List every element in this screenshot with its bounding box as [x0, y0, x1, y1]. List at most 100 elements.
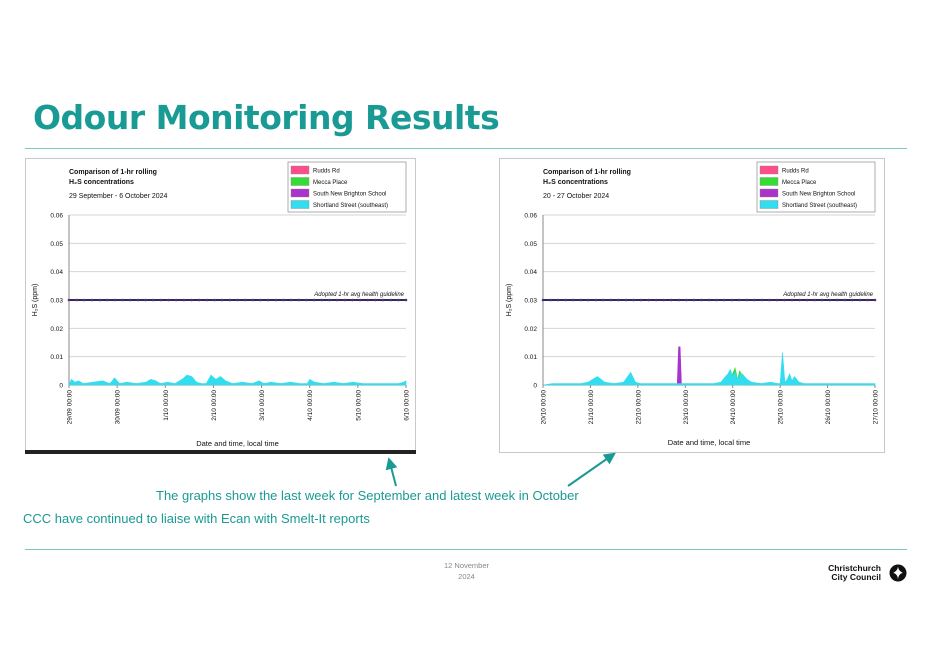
guideline-marker — [609, 298, 613, 302]
x-tick-label: 23/10 00:00 — [683, 390, 690, 425]
x-tick-label: 21/10 00:00 — [588, 390, 595, 425]
x-tick-label: 27/10 00:00 — [873, 390, 880, 425]
x-tick-label: 4/10 00:00 — [307, 390, 314, 421]
guideline-marker — [594, 298, 598, 302]
guideline-marker — [389, 298, 392, 302]
guideline-marker — [571, 298, 575, 302]
footer-date: 12 November 2024 — [429, 560, 504, 582]
x-axis-label: Date and time, local time — [196, 439, 279, 448]
guideline-marker — [98, 298, 101, 302]
guideline-marker — [835, 298, 839, 302]
guideline-marker — [121, 298, 124, 302]
y-tick-label: 0.04 — [524, 269, 537, 276]
guideline-marker — [632, 298, 635, 302]
guideline-marker — [745, 298, 749, 302]
guideline-marker — [639, 298, 643, 302]
legend-entry: Mecca Place — [782, 180, 817, 186]
logo-line-2: City Council — [831, 572, 881, 582]
guideline-marker — [647, 298, 650, 302]
guideline-marker — [813, 298, 816, 302]
x-tick-label: 30/09 00:00 — [115, 390, 122, 425]
legend-swatch — [759, 177, 779, 186]
guideline-marker — [805, 298, 809, 302]
guideline-marker — [136, 298, 140, 302]
x-tick-label: 22/10 00:00 — [635, 390, 642, 425]
guideline-marker — [737, 298, 741, 302]
guideline-marker — [617, 298, 620, 302]
footer-date-year: 2024 — [458, 572, 475, 581]
chart-title-line-2: H₂S concentrations — [543, 179, 608, 186]
guideline-marker — [220, 298, 224, 302]
chart-september-svg: Comparison of 1-hr rolling H₂S concentrat… — [25, 158, 416, 454]
y-tick-label: 0.01 — [50, 354, 63, 361]
guideline-marker — [259, 298, 262, 302]
guideline-marker — [144, 298, 147, 302]
legend-swatch — [290, 200, 310, 209]
footer-date-day: 12 November — [443, 561, 490, 570]
guideline-marker — [775, 298, 779, 302]
legend-swatch — [759, 165, 779, 175]
guideline-marker — [760, 298, 764, 302]
x-axis-label: Date and time, local time — [668, 438, 751, 447]
chart-title-line-1: Comparison of 1-hr rolling — [69, 169, 157, 176]
chart-subtitle: 20 - 27 October 2024 — [543, 193, 609, 200]
x-tick-label: 6/10 00:00 — [404, 390, 411, 421]
guideline-marker — [197, 298, 201, 302]
guideline-marker — [243, 298, 247, 302]
guideline-marker — [851, 298, 854, 302]
y-axis-label: H₂S (ppm) — [32, 284, 39, 317]
guideline-marker — [83, 298, 86, 302]
x-tick-label: 26/10 00:00 — [825, 390, 832, 425]
guideline-marker — [541, 298, 545, 302]
guideline-marker — [381, 298, 385, 302]
legend-swatch — [290, 177, 310, 186]
guideline-marker — [335, 298, 339, 302]
council-logo: Christchurch City Council — [828, 563, 909, 583]
chart-october: Comparison of 1-hr rolling H₂S concentrat… — [499, 158, 885, 453]
guideline-marker — [798, 298, 801, 302]
y-tick-label: 0 — [59, 383, 63, 390]
legend-entry: Rudds Rd — [782, 169, 809, 175]
guideline-marker — [730, 298, 733, 302]
guideline-marker — [654, 298, 658, 302]
legend-entry: Shortland Street (southeast) — [782, 203, 857, 209]
legend-swatch — [759, 188, 779, 198]
guideline-marker — [549, 298, 552, 302]
chart-subtitle: 29 September - 6 October 2024 — [69, 193, 168, 200]
guideline-marker — [685, 298, 688, 302]
legend-swatch — [290, 165, 310, 175]
x-tick-label: 25/10 00:00 — [778, 390, 785, 425]
guideline-marker — [564, 298, 567, 302]
chart-bottom-bar — [25, 450, 416, 454]
guideline-marker — [343, 298, 347, 302]
guideline-marker — [692, 298, 696, 302]
guideline-marker — [715, 298, 718, 302]
council-logo-icon — [889, 564, 907, 582]
guideline-marker — [289, 298, 293, 302]
guideline-marker — [579, 298, 583, 302]
guideline-marker — [128, 298, 132, 302]
guideline-marker — [266, 298, 270, 302]
legend-entry: Rudds Rd — [313, 169, 340, 175]
guideline-marker — [297, 298, 301, 302]
guideline-marker — [312, 298, 316, 302]
guideline-marker — [228, 298, 232, 302]
logo-line-1: Christchurch — [828, 563, 881, 573]
guideline-marker — [167, 298, 170, 302]
series-area-shortland-street-southeast — [542, 352, 876, 386]
legend-entry: South New Brighton School — [313, 192, 386, 198]
guideline-marker — [858, 298, 862, 302]
guideline-marker — [722, 298, 726, 302]
guideline-marker — [151, 298, 155, 302]
guideline-marker — [700, 298, 703, 302]
guideline-marker — [236, 298, 239, 302]
guideline-marker — [67, 298, 71, 302]
guideline-marker — [669, 298, 673, 302]
legend-entry: South New Brighton School — [782, 192, 855, 198]
y-tick-label: 0.03 — [524, 298, 537, 305]
chart-title-line-2: H₂S concentrations — [69, 179, 134, 186]
y-tick-label: 0.04 — [50, 269, 63, 276]
x-tick-label: 3/10 00:00 — [259, 390, 266, 421]
guideline-marker — [624, 298, 628, 302]
guideline-marker — [351, 298, 354, 302]
